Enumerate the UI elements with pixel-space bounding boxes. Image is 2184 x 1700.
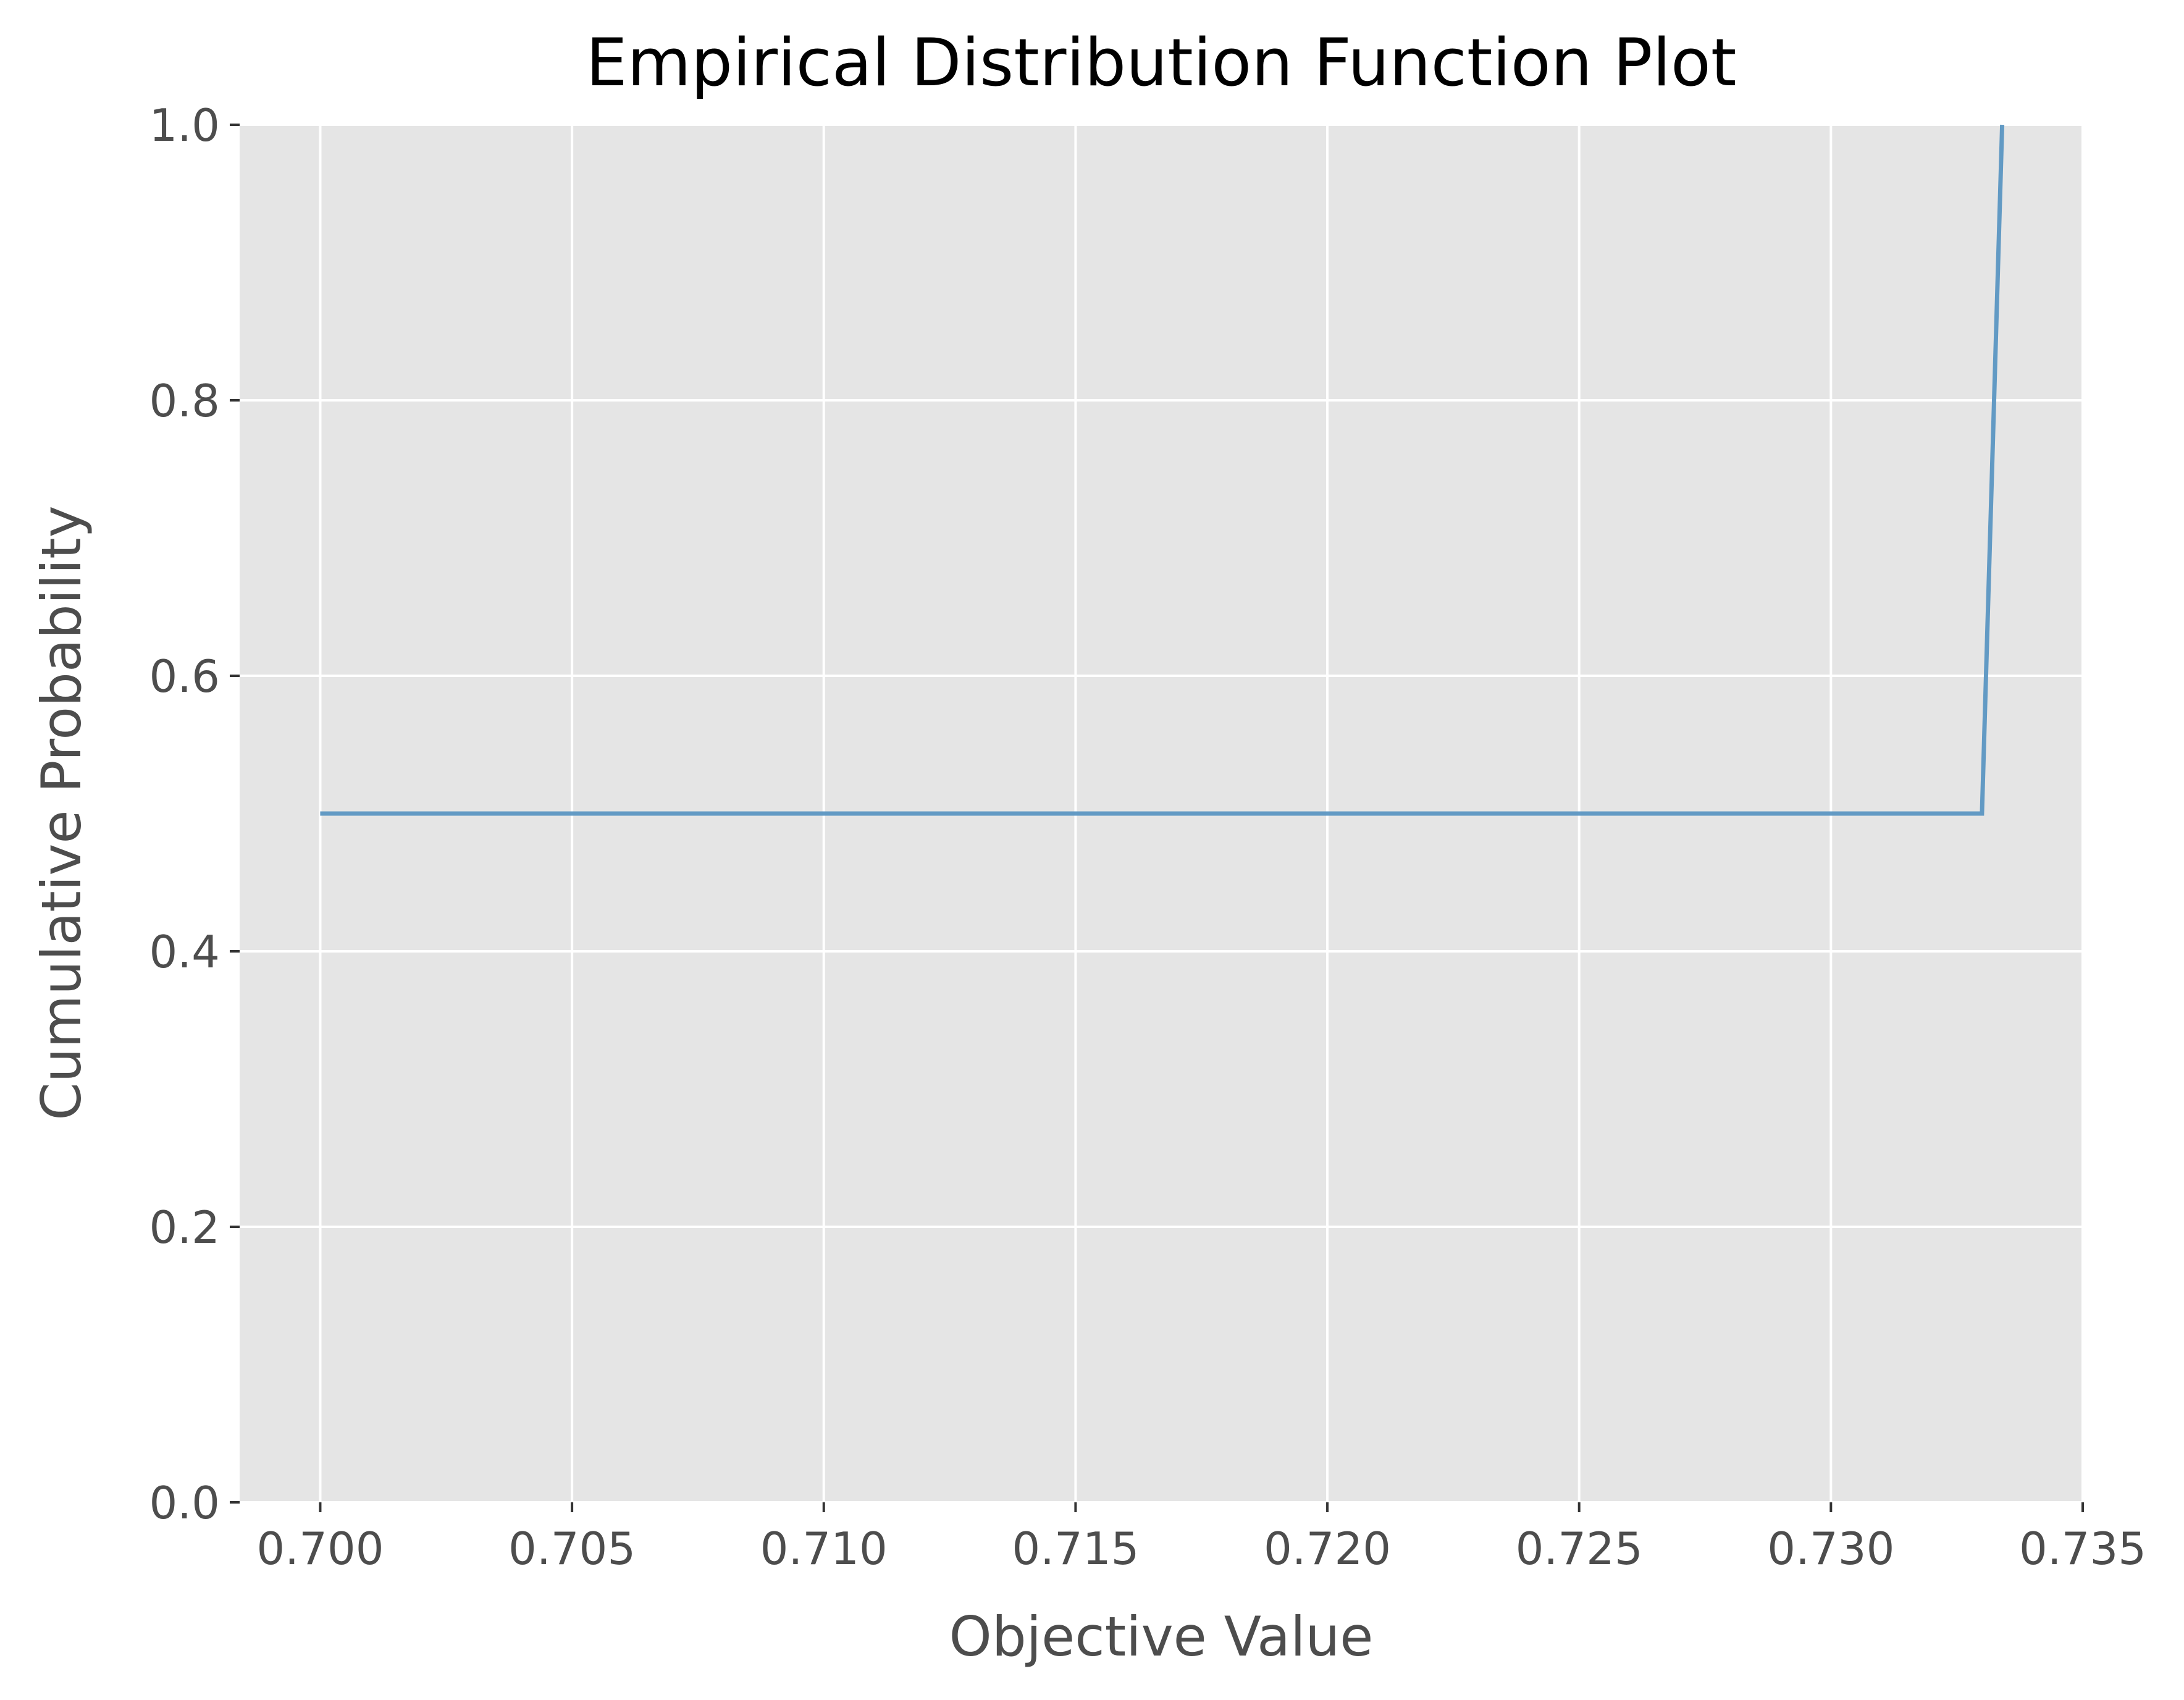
edf-series-line [320,124,2005,816]
x-tick-label: 0.710 [760,1523,888,1575]
y-tick-label: 0.6 [149,650,220,702]
y-axis-label: Cumulative Probability [30,505,93,1120]
x-tick-label: 0.720 [1264,1523,1391,1575]
y-tick-label: 0.0 [149,1477,220,1529]
x-tick-label: 0.700 [256,1523,384,1575]
y-tick-label: 0.4 [149,926,220,978]
x-tick-label: 0.715 [1012,1523,1139,1575]
y-tick-label: 0.2 [149,1201,220,1253]
x-tick-label: 0.725 [1516,1523,1643,1575]
x-tick-label: 0.730 [1767,1523,1894,1575]
x-tick-label: 0.705 [508,1523,636,1575]
x-axis-label: Objective Value [949,1605,1374,1668]
x-tick-label: 0.735 [2019,1523,2146,1575]
tick-layer: 0.700 0.705 0.710 0.715 0.720 0.725 0.730 0.735… [149,99,2146,1575]
y-tick-label: 0.8 [149,375,220,427]
y-tick-label: 1.0 [149,99,220,151]
series-layer [320,124,2005,816]
chart-title: Empirical Distribution Function Plot [586,25,1737,101]
